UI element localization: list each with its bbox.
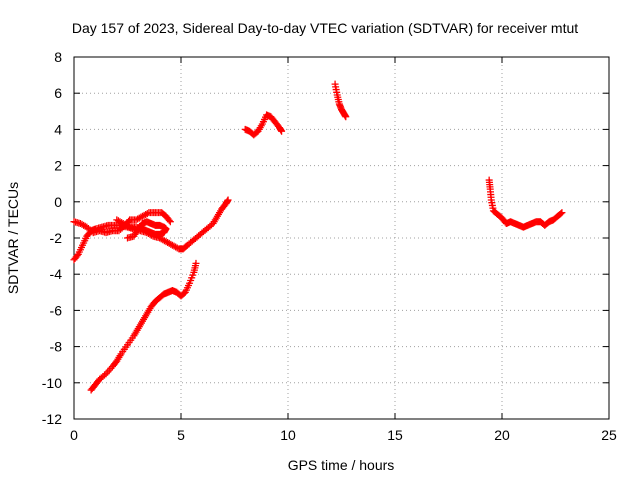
data-point	[192, 259, 200, 267]
x-tick-label: 5	[177, 427, 185, 443]
grid	[74, 57, 609, 419]
y-axis-label: SDTVAR / TECUs	[5, 182, 21, 294]
x-tick-label: 0	[70, 427, 78, 443]
data-point	[558, 209, 566, 217]
data-points	[70, 80, 566, 394]
y-tick-label: -4	[50, 266, 63, 282]
y-tick-label: -8	[50, 339, 63, 355]
data-point	[166, 218, 174, 226]
data-point	[165, 216, 173, 224]
data-point	[148, 231, 156, 239]
y-tick-label: 6	[54, 85, 62, 101]
data-point	[342, 113, 350, 121]
x-tick-label: 10	[280, 427, 296, 443]
data-point	[278, 127, 286, 135]
y-tick-label: 2	[54, 158, 62, 174]
data-point	[143, 210, 151, 218]
x-tick-label: 15	[387, 427, 403, 443]
y-tick-label: -10	[42, 375, 62, 391]
y-tick-label: 8	[54, 49, 62, 65]
chart-title: Day 157 of 2023, Sidereal Day-to-day VTE…	[72, 20, 578, 36]
x-tick-label: 25	[601, 427, 617, 443]
data-point	[557, 210, 565, 218]
y-tick-label: -2	[50, 230, 63, 246]
y-tick-label: -12	[42, 411, 62, 427]
data-point	[100, 371, 108, 379]
y-tick-label: -6	[50, 302, 63, 318]
x-tick-label: 20	[494, 427, 510, 443]
x-axis-label: GPS time / hours	[288, 457, 395, 473]
y-tick-label: 0	[54, 194, 62, 210]
axis-ticks: 0 5 10 15 20 25 -12 -10 -8 -6 -4 -2 0 2 4 6 8	[42, 49, 617, 443]
data-point	[224, 196, 232, 204]
y-tick-label: 4	[54, 121, 62, 137]
data-point	[73, 252, 81, 260]
